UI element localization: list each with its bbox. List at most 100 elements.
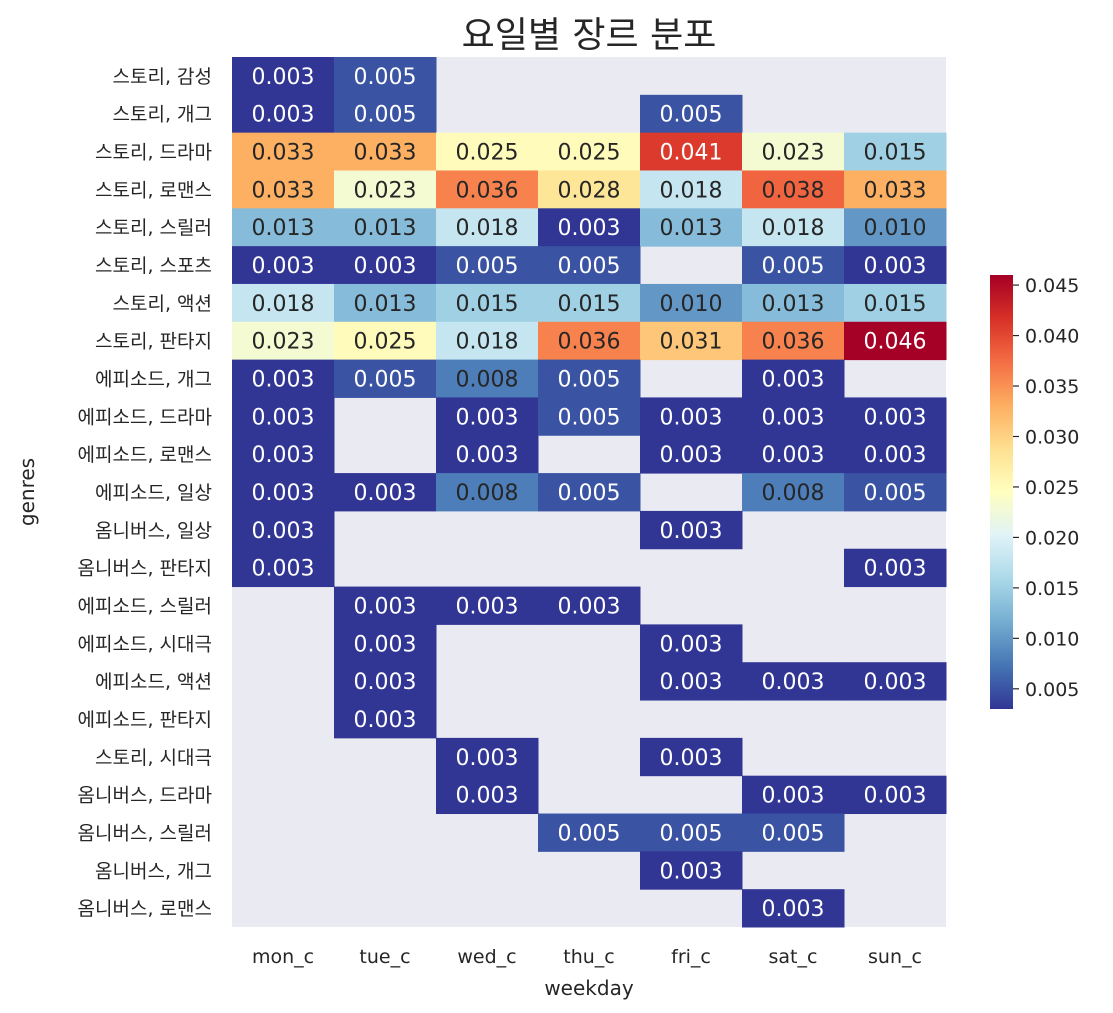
heatmap-cell xyxy=(742,170,845,209)
heatmap-cell xyxy=(538,359,641,398)
x-tick-label: mon_c xyxy=(252,946,314,968)
heatmap-cell xyxy=(844,283,947,323)
y-tick-label: 스토리, 로맨스 xyxy=(95,179,212,201)
cell-value-label: 0.033 xyxy=(864,178,927,203)
heatmap-cell xyxy=(232,510,335,550)
heatmap-cell xyxy=(742,889,845,928)
cell-value-label: 0.005 xyxy=(558,405,621,430)
cell-value-label: 0.003 xyxy=(456,746,519,771)
cell-value-label: 0.036 xyxy=(456,178,519,203)
heatmap-cell xyxy=(436,359,539,398)
chart-title: 요일별 장르 분포 xyxy=(461,15,717,56)
y-tick-label: 에피소드, 드라마 xyxy=(78,406,212,428)
heatmap-cell xyxy=(436,737,539,777)
cell-value-label: 0.025 xyxy=(354,330,417,355)
heatmap-cell xyxy=(742,435,845,474)
y-tick-label: 스토리, 감성 xyxy=(113,66,212,88)
cell-value-label: 0.003 xyxy=(456,405,519,430)
heatmap-cell xyxy=(232,170,335,209)
heatmap-cell xyxy=(538,473,641,512)
heatmap-cell xyxy=(844,662,947,701)
heatmap-cell xyxy=(232,321,335,361)
cell-value-label: 0.003 xyxy=(762,368,825,393)
y-tick-label: 스토리, 스릴러 xyxy=(95,217,212,239)
cell-value-label: 0.003 xyxy=(558,594,621,619)
colorbar-tick-label: 0.035 xyxy=(1025,376,1079,398)
cell-value-label: 0.005 xyxy=(558,821,621,846)
cell-value-label: 0.003 xyxy=(660,519,723,544)
cell-value-label: 0.038 xyxy=(762,178,825,203)
cell-value-label: 0.003 xyxy=(762,405,825,430)
x-tick-label: fri_c xyxy=(671,946,711,968)
heatmap-cell xyxy=(844,548,947,588)
heatmap-cell xyxy=(334,586,437,625)
cell-value-label: 0.036 xyxy=(558,330,621,355)
heatmap-cell xyxy=(538,813,641,852)
heatmap-cell xyxy=(742,473,845,512)
cell-value-label: 0.033 xyxy=(252,141,315,166)
heatmap-cell xyxy=(334,94,437,134)
colorbar-tick-label: 0.010 xyxy=(1025,628,1079,650)
heatmap-cell xyxy=(640,662,743,701)
y-tick-label: 에피소드, 개그 xyxy=(95,369,212,391)
colorbar xyxy=(990,275,1013,709)
heatmap-cell xyxy=(436,208,539,247)
cell-value-label: 0.003 xyxy=(660,746,723,771)
heatmap-cell xyxy=(232,397,335,436)
cell-value-label: 0.013 xyxy=(252,216,315,241)
colorbar-tick-label: 0.045 xyxy=(1025,275,1079,297)
heatmap-cell xyxy=(334,132,437,171)
cell-value-label: 0.003 xyxy=(252,481,315,506)
cell-value-label: 0.003 xyxy=(354,670,417,695)
heatmap-cell xyxy=(742,246,845,285)
heatmap-cell xyxy=(640,435,743,474)
colorbar-tick-label: 0.025 xyxy=(1025,477,1079,499)
cell-value-label: 0.005 xyxy=(660,821,723,846)
heatmap-cell xyxy=(436,397,539,436)
cell-value-label: 0.003 xyxy=(864,405,927,430)
heatmap-cell xyxy=(436,473,539,512)
colorbar-tick-label: 0.040 xyxy=(1025,326,1079,348)
cell-value-label: 0.005 xyxy=(558,481,621,506)
heatmap-cell xyxy=(538,170,641,209)
heatmap-cell xyxy=(844,208,947,247)
heatmap-cell xyxy=(844,246,947,285)
cell-value-label: 0.025 xyxy=(456,141,519,166)
cell-value-label: 0.015 xyxy=(864,141,927,166)
cell-value-label: 0.003 xyxy=(252,368,315,393)
cell-value-label: 0.003 xyxy=(660,632,723,657)
heatmap-cell xyxy=(640,397,743,436)
heatmap-cell xyxy=(334,359,437,398)
cell-value-label: 0.008 xyxy=(456,368,519,393)
heatmap-cell xyxy=(436,246,539,285)
heatmap-cell xyxy=(232,94,335,134)
cell-value-label: 0.003 xyxy=(252,254,315,279)
cell-value-label: 0.003 xyxy=(660,859,723,884)
heatmap-cell xyxy=(538,208,641,247)
heatmap-cell xyxy=(436,321,539,361)
heatmap-cell xyxy=(538,321,641,361)
heatmap-cell xyxy=(742,397,845,436)
y-tick-label: 옴니버스, 로맨스 xyxy=(78,898,212,920)
cell-value-label: 0.003 xyxy=(762,443,825,468)
cell-value-label: 0.005 xyxy=(762,821,825,846)
y-tick-label: 에피소드, 액션 xyxy=(95,671,212,693)
heatmap-cell xyxy=(640,208,743,247)
cell-value-label: 0.033 xyxy=(252,178,315,203)
cell-value-label: 0.003 xyxy=(762,897,825,922)
cell-value-label: 0.003 xyxy=(558,216,621,241)
heatmap-cell xyxy=(334,700,437,739)
heatmap-cell xyxy=(640,283,743,323)
cell-value-label: 0.003 xyxy=(252,405,315,430)
heatmap-cell xyxy=(844,397,947,436)
heatmap-cell xyxy=(742,813,845,852)
y-tick-label: 스토리, 판타지 xyxy=(95,331,212,353)
y-tick-label: 스토리, 액션 xyxy=(113,293,212,315)
cell-value-label: 0.003 xyxy=(252,557,315,582)
heatmap-cell xyxy=(334,321,437,361)
heatmap-cell xyxy=(844,775,947,815)
cell-value-label: 0.003 xyxy=(456,443,519,468)
heatmap-cell xyxy=(436,170,539,209)
